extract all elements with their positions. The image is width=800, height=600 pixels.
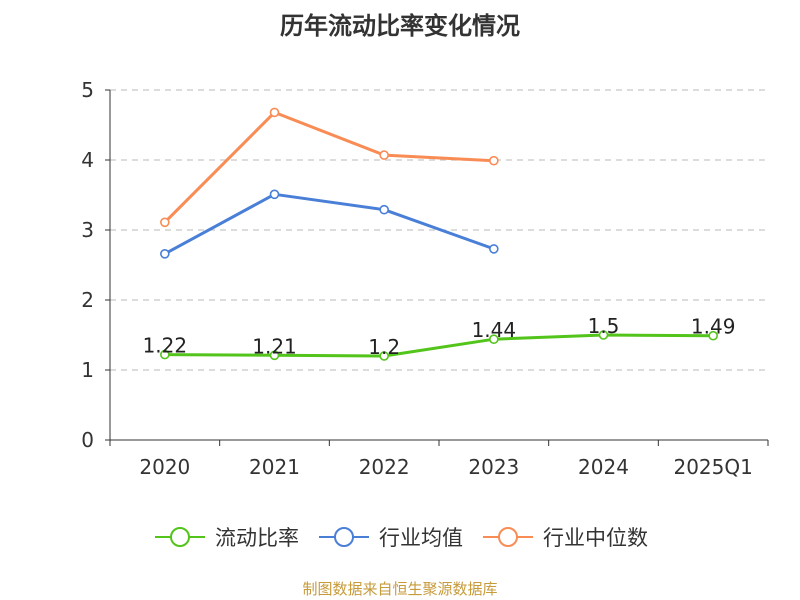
y-tick-label: 0 <box>81 428 94 452</box>
legend-marker <box>170 527 190 547</box>
series-line <box>163 110 494 224</box>
legend-label: 流动比率 <box>215 526 299 550</box>
data-label: 1.49 <box>691 315 736 339</box>
legend-label: 行业中位数 <box>543 526 648 550</box>
series-line <box>164 192 495 256</box>
data-point <box>160 349 170 360</box>
x-tick-label: 2025Q1 <box>673 455 752 479</box>
series-line <box>164 333 714 358</box>
y-tick-label: 1 <box>81 358 94 382</box>
data-point <box>489 155 499 166</box>
data-point <box>489 334 499 345</box>
y-tick-label: 3 <box>81 218 94 242</box>
legend-marker <box>498 527 518 547</box>
y-tick-label: 2 <box>81 288 94 312</box>
x-tick-label: 2023 <box>468 455 519 479</box>
axes: 0 1 2 3 4 5 2020 2021 2022 2023 2024 2025Q1 <box>81 78 769 479</box>
legend-item: 行业中位数 <box>483 526 648 550</box>
legend-marker <box>334 527 354 547</box>
legend-item: 行业均值 <box>319 526 463 550</box>
data-point <box>379 150 389 160</box>
data-label: 1.22 <box>143 334 188 358</box>
x-tick-label: 2024 <box>578 455 629 479</box>
x-tick-label: 2022 <box>359 455 410 479</box>
data-point <box>160 217 170 228</box>
x-tick-label: 2021 <box>249 455 300 479</box>
legend-label: 行业均值 <box>379 526 463 550</box>
data-point <box>379 204 389 215</box>
legend-item: 流动比率 <box>155 526 299 550</box>
series-group: 1.22 1.21 1.2 1.44 1.5 1.49 <box>143 107 736 361</box>
source-note: 制图数据来自恒生聚源数据库 <box>302 580 498 598</box>
data-point <box>160 249 170 259</box>
data-point <box>489 244 499 254</box>
data-label: 1.21 <box>252 334 297 358</box>
data-point <box>269 107 280 118</box>
data-point <box>269 189 280 200</box>
data-label: 1.5 <box>588 314 620 338</box>
data-point <box>379 351 389 361</box>
legend: 流动比率 行业均值 行业中位数 <box>155 526 648 550</box>
y-tick-label: 4 <box>81 148 94 172</box>
data-point <box>269 350 280 361</box>
data-point <box>708 330 718 341</box>
data-label: 1.2 <box>368 335 400 359</box>
data-label: 1.44 <box>472 318 517 342</box>
y-tick-label: 5 <box>81 78 94 102</box>
chart-title: 历年流动比率变化情况 <box>280 12 520 40</box>
data-point <box>598 330 609 340</box>
x-tick-label: 2020 <box>139 455 190 479</box>
